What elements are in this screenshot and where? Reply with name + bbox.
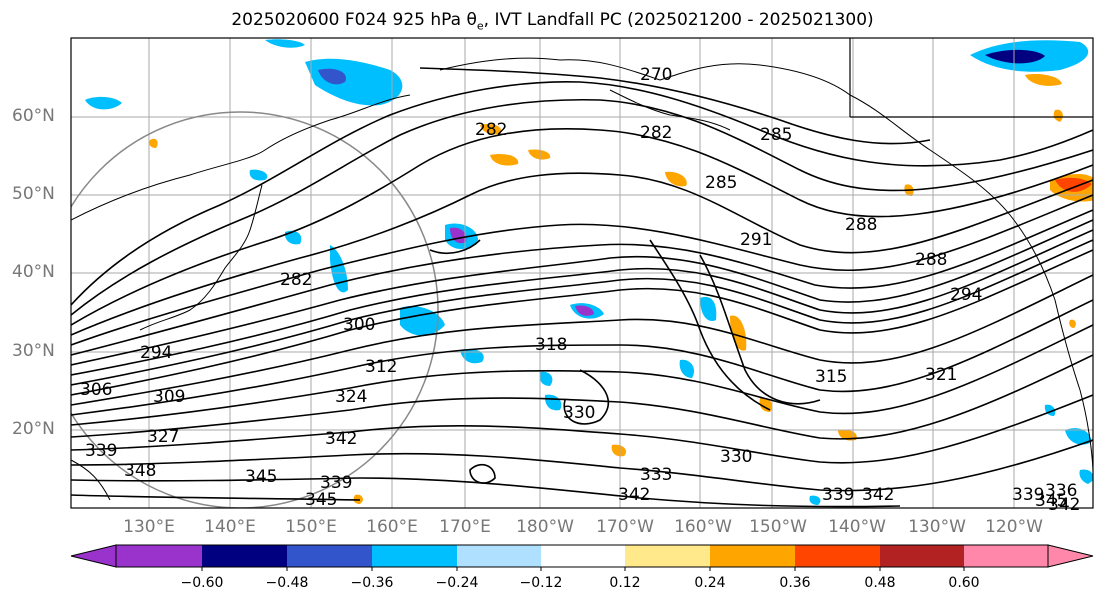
- contour-label-324: 324: [335, 387, 367, 407]
- domain-circle: [71, 111, 439, 508]
- contour-label-282-a: 282: [640, 123, 672, 143]
- svg-text:330: 330: [720, 447, 752, 467]
- contour-label-291: 291: [740, 230, 772, 250]
- colorbar-tick-048: 0.48: [864, 575, 896, 591]
- contour-label-345-b: 345: [1035, 491, 1067, 511]
- colorbar-tick-024: 0.24: [694, 575, 726, 591]
- lon-label-180w: 180°W: [516, 517, 574, 537]
- title-prefix: 2025020600 F024 925 hPa: [231, 10, 467, 30]
- contour-label-345: 345: [305, 490, 337, 510]
- title-theta: θ: [466, 10, 477, 30]
- contour-label-318: 318: [535, 335, 567, 355]
- contour-label-342-a: 342: [618, 485, 650, 505]
- lat-label-30n: 30°N: [12, 341, 55, 361]
- colorbar-tick-036: 0.36: [779, 575, 811, 591]
- contour-label-270: 270: [640, 65, 672, 85]
- svg-text:342: 342: [325, 429, 357, 449]
- map-title: 2025020600 F024 925 hPa θe, IVT Landfall…: [0, 10, 1105, 32]
- contour-label-336: 336: [1045, 481, 1077, 501]
- contour-label-288-b: 288: [915, 250, 947, 270]
- title-theta-subscript: e: [476, 19, 484, 33]
- contour-label-321: 321: [925, 365, 957, 385]
- contour-label-300: 300: [343, 315, 375, 335]
- contour-label-327: 327: [147, 427, 179, 447]
- svg-text:294: 294: [950, 285, 982, 305]
- colorbar-tick-060: 0.60: [948, 575, 980, 591]
- lon-label-170w: 170°W: [596, 517, 654, 537]
- lon-label-170e: 170°E: [439, 517, 491, 537]
- lat-label-40n: 40°N: [12, 262, 55, 282]
- contour-label-294: 294: [140, 343, 172, 363]
- contour-label-339-b: 339: [822, 485, 854, 505]
- lon-label-160w: 160°W: [674, 517, 732, 537]
- contour-label-339-a: 339: [320, 473, 352, 493]
- lon-label-120w: 120°W: [985, 517, 1043, 537]
- lat-label-50n: 50°N: [12, 184, 55, 204]
- contour-label-342-b: 342: [862, 485, 894, 505]
- colorbar-tick-neg048: −0.48: [265, 575, 309, 591]
- contour-label-348: 348: [124, 461, 156, 481]
- title-suffix: , IVT Landfall PC (2025021200 - 20250213…: [483, 10, 874, 30]
- contour-label-309: 309: [153, 387, 185, 407]
- svg-text:282: 282: [475, 120, 507, 140]
- contour-labels: 270 282 285 288 291 288 282 294 300 306 …: [80, 65, 1080, 515]
- svg-text:339: 339: [1012, 485, 1044, 505]
- lon-label-140e: 140°E: [204, 517, 256, 537]
- contour-label-288-a: 288: [845, 215, 877, 235]
- svg-text:339: 339: [85, 441, 117, 461]
- lon-label-160e: 160°E: [366, 517, 418, 537]
- lon-label-130e: 130°E: [123, 517, 175, 537]
- contour-label-312: 312: [365, 357, 397, 377]
- lon-label-140w: 140°W: [828, 517, 886, 537]
- map-frame: [70, 37, 1094, 509]
- contour-label-285-a: 285: [760, 125, 792, 145]
- colorbar-tick-neg036: −0.36: [350, 575, 394, 591]
- colorbar-tick-neg024: −0.24: [435, 575, 479, 591]
- contour-label-330-a: 330: [563, 403, 595, 423]
- contour-label-282-b: 282: [280, 270, 312, 290]
- colorbar-tick-012: 0.12: [609, 575, 641, 591]
- svg-text:345: 345: [245, 467, 277, 487]
- lon-label-150w: 150°W: [749, 517, 807, 537]
- contour-label-315: 315: [815, 367, 847, 387]
- colorbar-tick-neg012: −0.12: [519, 575, 563, 591]
- svg-text:342: 342: [1048, 495, 1080, 515]
- lat-label-60n: 60°N: [12, 106, 55, 126]
- contour-label-306: 306: [80, 380, 112, 400]
- theta-e-contours: [71, 67, 1093, 508]
- lon-label-130w: 130°W: [908, 517, 966, 537]
- colorbar: [70, 544, 1094, 571]
- svg-text:285: 285: [705, 173, 737, 193]
- lat-label-20n: 20°N: [12, 419, 55, 439]
- colorbar-tick-neg060: −0.60: [180, 575, 224, 591]
- coastlines: [71, 57, 1093, 501]
- contour-label-333: 333: [640, 465, 672, 485]
- ivt-shading: [85, 39, 1093, 505]
- lon-label-150e: 150°E: [285, 517, 337, 537]
